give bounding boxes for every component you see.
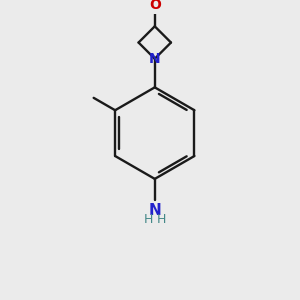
Text: O: O (149, 0, 161, 12)
Text: N: N (149, 52, 160, 66)
Text: H: H (143, 213, 153, 226)
Text: H: H (157, 213, 166, 226)
Text: N: N (148, 203, 161, 218)
